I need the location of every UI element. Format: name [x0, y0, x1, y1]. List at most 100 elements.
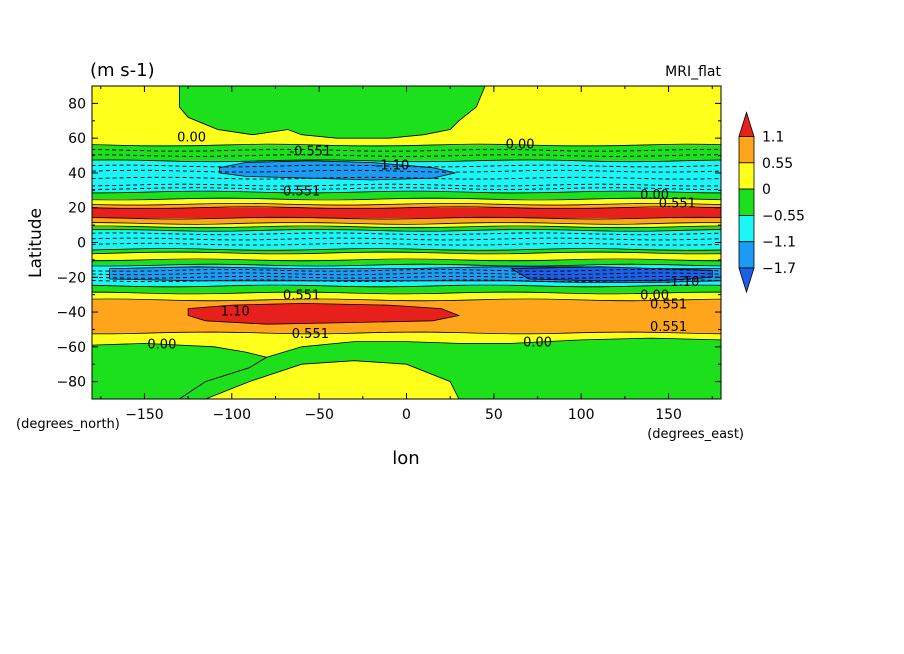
contour-line-solid — [92, 251, 721, 255]
latitude-band-6 — [92, 207, 721, 219]
contour-label: 0.00 — [640, 188, 669, 203]
contour-label: 0.00 — [147, 337, 176, 352]
y-tick-label: 80 — [68, 96, 86, 112]
contour-label: 0.551 — [292, 327, 329, 342]
x-tick-label: 0 — [402, 407, 411, 423]
contour-line-solid — [92, 298, 721, 302]
x-axis-label: lon — [392, 448, 419, 469]
contour-line-solid — [92, 225, 721, 229]
plot-area: 0.00 0.00 0.00 0.00 -0.551 -1.10 0.551 0.551 0.5… — [92, 86, 721, 399]
contour-region-7 — [178, 337, 721, 399]
colorbar-label: −1.7 — [762, 261, 796, 277]
contour-line-solid — [92, 222, 721, 225]
colorbar-label: 0 — [762, 182, 771, 198]
contour-line-dashed — [92, 187, 721, 190]
latitude-band-4 — [92, 199, 721, 205]
latitude-band-8 — [92, 223, 721, 228]
contour-line-dashed — [92, 148, 721, 152]
colorbar-label: 0.55 — [762, 156, 793, 172]
colorbar-segment — [738, 162, 755, 190]
y-tick-label: −20 — [56, 270, 86, 286]
contour-lines — [92, 143, 721, 335]
colorbar-segment — [738, 188, 755, 216]
x-tick-label: 150 — [655, 407, 682, 423]
contour-label: -1.10 — [666, 275, 700, 290]
contour-label: 0.551 — [283, 184, 320, 199]
contour-label: 0.551 — [659, 197, 696, 212]
latitude-band-9 — [92, 226, 721, 231]
latitude-band-13 — [92, 259, 721, 266]
contour-line-solid — [92, 258, 721, 262]
y-tick-label: −80 — [56, 375, 86, 391]
y-tick-label: 20 — [68, 201, 86, 217]
x-axis: −150 −100 −50 0 50 100 150 — [100, 86, 713, 423]
colorbar-bottom-arrow — [738, 267, 755, 294]
contour-label: -0.551 — [289, 144, 331, 159]
contour-line-solid — [92, 248, 721, 251]
units-label: (m s-1) — [90, 60, 155, 81]
contour-label: 0.551 — [650, 320, 687, 335]
contour-line-solid — [92, 216, 721, 220]
latitude-band-10 — [92, 230, 721, 251]
contour-label: 0.00 — [177, 130, 206, 145]
contour-labels: 0.00 0.00 0.00 0.00 -0.551 -1.10 0.551 0.551 0.5… — [147, 130, 699, 352]
contour-region-1 — [178, 86, 486, 139]
latitude-band-3 — [92, 192, 721, 200]
latitude-band-5 — [92, 204, 721, 209]
contour-line-solid — [92, 291, 721, 295]
contour-line-dashed — [92, 183, 721, 187]
colorbar-label: −0.55 — [762, 208, 805, 224]
contour-line-solid — [92, 203, 721, 206]
contour-line-dashed — [92, 169, 721, 173]
y-tick-label: 40 — [68, 166, 86, 182]
contour-line-solid — [92, 284, 721, 288]
contour-line-dashed — [92, 237, 721, 241]
contour-line-solid — [92, 331, 721, 335]
colorbar-segment — [738, 136, 755, 164]
contour-label: 0.00 — [640, 289, 669, 304]
contour-line-dashed — [92, 268, 721, 272]
dataset-label: MRI_flat — [665, 64, 721, 80]
contour-label: 1.10 — [221, 304, 250, 319]
colorbar-label: −1.1 — [762, 235, 796, 251]
y-tick-label: −60 — [56, 340, 86, 356]
y-axis: 80 60 40 20 0 −20 −40 −60 −80 — [56, 85, 721, 400]
y-tick-label: 0 — [77, 236, 86, 252]
contour-label: 0.551 — [283, 289, 320, 304]
contour-line-solid — [92, 263, 721, 267]
colorbar: 1.1 0.55 0 −0.55 −1.1 −1.7 — [738, 111, 805, 294]
y-tick-label: −40 — [56, 305, 86, 321]
latitude-band-16 — [92, 292, 721, 301]
latitude-band-12 — [92, 252, 721, 261]
contour-line-solid — [92, 206, 721, 210]
contour-label: 0.551 — [650, 297, 687, 312]
contour-region-5 — [187, 302, 461, 325]
contour-line-solid — [92, 197, 721, 201]
contour-line-dashed — [92, 154, 721, 157]
x-tick-label: −100 — [213, 407, 251, 423]
contour-regions — [92, 86, 721, 399]
contour-line-dashed — [92, 176, 721, 180]
x-tick-label: −150 — [125, 407, 163, 423]
latitude-band-1 — [92, 145, 721, 162]
contour-line-dashed — [92, 242, 721, 246]
latitude-band-11 — [92, 249, 721, 254]
x-axis-units: (degrees_east) — [647, 427, 744, 442]
colorbar-top-arrow — [738, 111, 755, 137]
x-tick-label: −50 — [304, 407, 334, 423]
x-tick-label: 50 — [485, 407, 503, 423]
colorbar-segment — [738, 241, 755, 269]
contour-line-solid — [92, 159, 721, 163]
latitude-band-15 — [92, 285, 721, 294]
contour-line-dashed — [92, 272, 721, 276]
y-axis-label: Latitude — [26, 208, 46, 278]
y-axis-units: (degrees_north) — [16, 417, 120, 432]
contour-line-dashed — [92, 164, 721, 168]
contour-label: 0.00 — [506, 137, 535, 152]
colorbar-segment — [738, 214, 755, 243]
x-tick-label: 100 — [568, 407, 595, 423]
y-tick-label: 60 — [68, 131, 86, 147]
contour-line-dashed — [92, 232, 721, 236]
colorbar-label: 1.1 — [762, 130, 784, 146]
